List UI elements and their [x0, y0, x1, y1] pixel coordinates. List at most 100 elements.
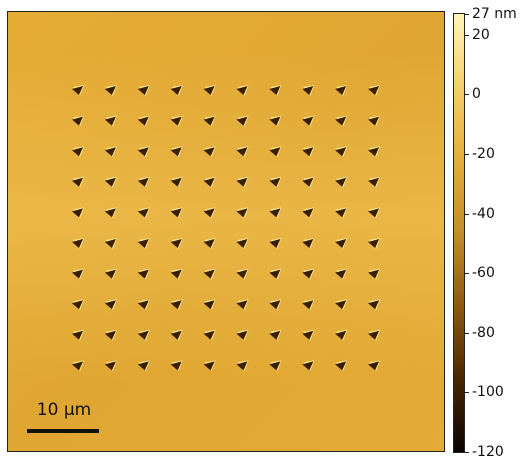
indent-pit [269, 85, 282, 96]
colorbar-tick [465, 154, 469, 155]
indent-pit [269, 360, 282, 372]
indent-pit [335, 85, 348, 96]
indent-pit [368, 146, 381, 158]
colorbar-tick-label: -120 [472, 444, 504, 460]
indent-array [72, 85, 381, 372]
indent-pit [269, 238, 282, 249]
indent-pit [137, 115, 150, 127]
indent-pit [72, 115, 84, 127]
indent-pit [104, 329, 117, 341]
colorbar-tick-label: -20 [472, 146, 495, 162]
colorbar-tick [465, 14, 469, 15]
colorbar-tick [465, 333, 469, 334]
indent-pit [368, 360, 381, 372]
indent-pit [269, 329, 282, 341]
indent-pit [269, 207, 282, 219]
indent-pit [137, 360, 150, 372]
indent-pit [236, 299, 249, 311]
indent-pit [104, 268, 117, 280]
indent-pit [368, 329, 381, 341]
indent-pit [302, 329, 315, 341]
indent-pit [72, 360, 84, 372]
indent-pit [269, 268, 282, 280]
indent-pit [72, 299, 84, 311]
indent-pit [236, 207, 249, 219]
indent-pit [335, 146, 348, 158]
colorbar-tick [465, 214, 469, 215]
indent-pit [137, 238, 150, 249]
indent-pit [203, 299, 216, 311]
indent-pit [104, 115, 117, 127]
afm-height-image [7, 11, 445, 452]
colorbar-tick-label: -60 [472, 265, 495, 281]
scale-bar-label: 10 µm [36, 400, 92, 420]
colorbar-tick-label: -100 [472, 384, 504, 400]
indent-pit [335, 238, 348, 249]
indent-pit [104, 146, 117, 158]
indent-pit [335, 176, 348, 188]
colorbar-tick [465, 35, 469, 36]
indent-pit [104, 299, 117, 311]
indent-pit [203, 115, 216, 127]
indent-pit [302, 238, 315, 249]
indent-pit [335, 329, 348, 341]
indent-pit [236, 176, 249, 188]
indent-pit [203, 85, 216, 96]
indent-pit [368, 176, 381, 188]
indent-pit [368, 85, 381, 96]
indent-pit [368, 299, 381, 311]
height-colorbar [453, 13, 465, 453]
indent-pit [104, 176, 117, 188]
indent-pit [170, 299, 183, 311]
indent-pit [170, 329, 183, 341]
indent-pit [302, 176, 315, 188]
indent-pit [269, 299, 282, 311]
indent-pit [203, 146, 216, 158]
indent-pit [368, 268, 381, 280]
indent-pit [137, 146, 150, 158]
indent-pit [170, 146, 183, 158]
indent-pit [368, 238, 381, 249]
indent-pit [104, 85, 117, 96]
indent-pit [72, 207, 84, 219]
indent-pit [104, 360, 117, 372]
colorbar-tick-label: 0 [472, 86, 481, 102]
colorbar-tick [465, 452, 469, 453]
indent-pit [269, 176, 282, 188]
indent-pit [368, 207, 381, 219]
indent-pit [137, 207, 150, 219]
indent-pit [72, 238, 84, 249]
indent-pit [236, 238, 249, 249]
afm-topography [8, 12, 444, 451]
indent-pit [170, 238, 183, 249]
indent-pit [302, 115, 315, 127]
indent-pit [302, 146, 315, 158]
colorbar-tick [465, 273, 469, 274]
colorbar-tick-label: 27 nm [472, 6, 517, 22]
colorbar-tick-label: -80 [472, 325, 495, 341]
indent-pit [236, 268, 249, 280]
colorbar-tick-label: -40 [472, 206, 495, 222]
indent-pit [335, 299, 348, 311]
indent-pit [104, 207, 117, 219]
indent-pit [236, 146, 249, 158]
indent-pit [236, 360, 249, 372]
indent-pit [170, 268, 183, 280]
indent-pit [137, 299, 150, 311]
indent-pit [236, 115, 249, 127]
indent-pit [170, 85, 183, 96]
indent-pit [236, 329, 249, 341]
indent-pit [170, 115, 183, 127]
colorbar-tick-label: 20 [472, 27, 490, 43]
indent-pit [302, 360, 315, 372]
colorbar-tick [465, 94, 469, 95]
indent-pit [137, 176, 150, 188]
indent-pit [203, 238, 216, 249]
indent-pit [203, 329, 216, 341]
indent-pit [203, 207, 216, 219]
indent-pit [170, 207, 183, 219]
indent-pit [203, 268, 216, 280]
indent-pit [302, 268, 315, 280]
indent-pit [335, 268, 348, 280]
indent-pit [170, 360, 183, 372]
